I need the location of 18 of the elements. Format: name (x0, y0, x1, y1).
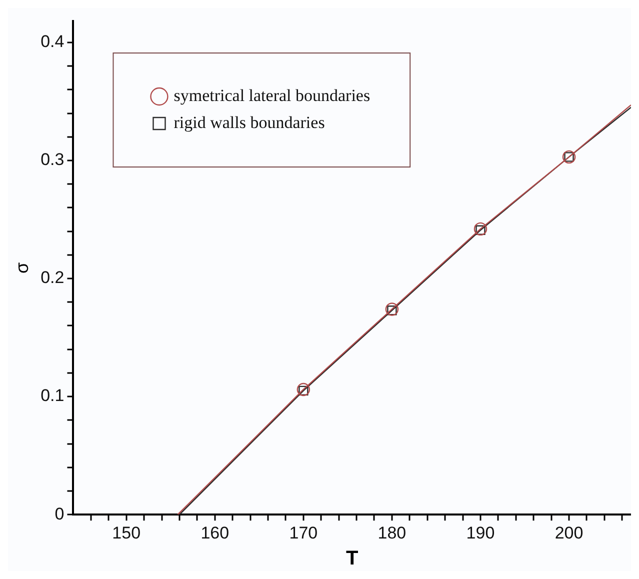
legend-label: symetrical lateral boundaries (174, 86, 370, 105)
point (296, 382, 310, 396)
x-tick-label: 160 (200, 523, 230, 542)
y-axis-title: σ (12, 262, 32, 274)
x-tick-label: 200 (554, 523, 584, 542)
y-tick-label: 0 (54, 504, 64, 524)
x-tick-label: 180 (378, 523, 406, 542)
x-axis-title: T (346, 548, 358, 570)
y-tick-label: 0.1 (40, 386, 64, 406)
y-tick-label: 0.2 (40, 268, 64, 288)
x-tick-label: 170 (289, 523, 318, 542)
y-tick-label: 0.4 (40, 32, 64, 52)
x-tick-label: 190 (466, 523, 495, 542)
point (385, 302, 399, 316)
y-tick-label: 0.3 (40, 150, 64, 170)
point (474, 222, 488, 236)
x-tick-label: 150 (112, 523, 141, 542)
legend-label: rigid walls boundaries (174, 112, 325, 132)
